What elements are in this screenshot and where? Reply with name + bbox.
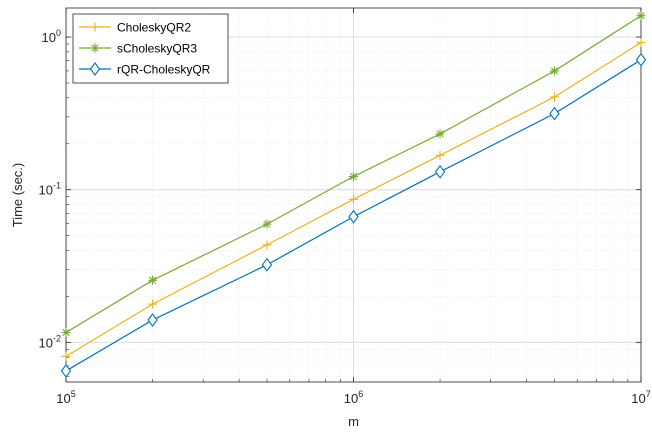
data-point-rqr-choleskyqr [635,52,647,67]
data-point-rqr-choleskyqr [348,209,359,224]
data-point-rqr-choleskyqr [261,257,273,272]
data-point-choleskyqr2 [262,240,272,250]
data-point-scholeskyqr3 [349,172,358,182]
legend: CholeskyQR2 sCholeskyQR3 rQR-CholeskyQR [72,13,229,84]
data-point-rqr-choleskyqr [434,164,446,179]
legend-box [72,13,229,84]
axes: 105 106 107 10-2 10-1 100 [39,7,651,406]
x-tick-label: 106 [344,389,363,406]
data-point-scholeskyqr3 [636,11,646,21]
x-axis-label: m [348,414,359,429]
series-layer [60,11,647,378]
x-tick-label: 107 [631,389,650,406]
data-point-scholeskyqr3 [61,328,71,338]
legend-marker-choleskyqr2 [90,22,100,32]
y-axis-label: Time (sec.) [10,163,25,228]
legend-label-rqr-choleskyqr: rQR-CholeskyQR [117,63,211,77]
data-point-rqr-choleskyqr [147,313,158,327]
data-point-choleskyqr2 [61,351,71,361]
y-tick-label: 100 [42,28,61,45]
legend-label-scholeskyqr3: sCholeskyQR3 [117,42,197,56]
legend-marker-scholeskyqr3 [90,43,100,53]
data-point-choleskyqr2 [636,38,646,48]
data-point-scholeskyqr3 [262,219,272,229]
data-point-choleskyqr2 [549,92,559,102]
x-tick-label: 105 [56,389,75,406]
legend-marker-rqr-choleskyqr [89,62,101,76]
y-tick-label: 10-2 [39,333,61,350]
data-point-rqr-choleskyqr [549,106,560,121]
data-point-rqr-choleskyqr [60,364,72,378]
data-point-scholeskyqr3 [435,129,445,139]
legend-label-choleskyqr2: CholeskyQR2 [117,21,191,35]
data-point-choleskyqr2 [148,299,158,309]
y-tick-label: 10-1 [39,181,61,198]
data-point-scholeskyqr3 [148,275,158,285]
data-point-choleskyqr2 [435,150,445,160]
data-point-choleskyqr2 [349,194,358,204]
data-point-scholeskyqr3 [549,66,559,76]
